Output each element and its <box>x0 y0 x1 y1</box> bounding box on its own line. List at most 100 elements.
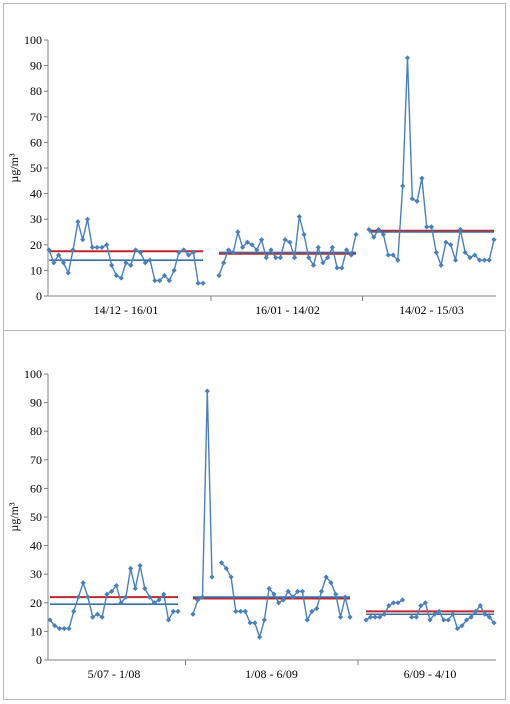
data-point <box>170 608 176 614</box>
data-point <box>142 260 148 266</box>
data-point <box>118 275 124 281</box>
data-point <box>123 594 129 600</box>
data-point <box>223 565 229 572</box>
data-point <box>99 614 105 620</box>
data-point <box>147 257 153 263</box>
data-point <box>424 224 430 230</box>
data-point <box>56 252 62 258</box>
data-point <box>75 219 81 225</box>
y-tick-label: 30 <box>30 567 42 581</box>
data-point <box>123 260 129 266</box>
data-point <box>404 55 411 61</box>
data-point <box>314 605 320 612</box>
data-point <box>315 244 321 250</box>
data-point <box>333 591 339 597</box>
data-point <box>228 574 234 580</box>
data-point <box>233 608 239 614</box>
data-point <box>257 634 263 640</box>
data-point <box>133 247 139 253</box>
data-point <box>427 617 433 623</box>
data-point <box>113 583 119 589</box>
data-point <box>104 591 110 597</box>
data-point <box>472 252 478 258</box>
data-point <box>80 580 86 586</box>
data-point <box>209 574 215 580</box>
data-point <box>428 224 435 230</box>
data-point <box>132 585 138 592</box>
y-tick-label: 100 <box>24 33 42 47</box>
y-tick-label: 50 <box>30 510 42 524</box>
data-point <box>165 617 172 623</box>
data-point <box>372 614 378 620</box>
data-point <box>89 244 95 250</box>
data-point <box>157 278 163 284</box>
data-point <box>137 249 144 256</box>
x-category-label: 14/02 - 15/03 <box>399 303 464 317</box>
series-line <box>192 391 213 615</box>
data-point <box>443 239 449 245</box>
data-point <box>299 588 306 594</box>
data-point <box>419 175 425 181</box>
x-category-label: 5/07 - 1/08 <box>88 667 141 681</box>
data-point <box>90 614 96 620</box>
data-point <box>108 262 115 268</box>
data-point <box>71 608 77 614</box>
data-point <box>366 226 372 233</box>
data-point <box>363 617 369 623</box>
data-point <box>287 239 293 245</box>
data-point <box>476 257 483 263</box>
y-tick-label: 0 <box>36 289 42 303</box>
data-point <box>80 237 86 243</box>
data-point <box>431 611 438 617</box>
data-point <box>353 231 359 238</box>
data-point <box>367 614 374 620</box>
data-point <box>323 574 329 580</box>
data-point <box>328 580 334 586</box>
y-tick-label: 30 <box>30 212 42 226</box>
data-point <box>109 588 115 594</box>
data-point <box>166 278 172 284</box>
data-point <box>399 597 406 603</box>
data-point <box>263 255 269 261</box>
data-point <box>462 249 468 256</box>
y-tick-label: 80 <box>30 424 42 438</box>
x-category-label: 1/08 - 6/09 <box>245 667 298 681</box>
data-point <box>381 611 387 617</box>
data-point <box>409 614 415 620</box>
data-point <box>448 242 454 248</box>
data-point <box>221 260 227 266</box>
data-point <box>240 244 246 250</box>
data-point <box>390 252 396 258</box>
data-point <box>441 617 447 623</box>
x-category-label: 16/01 - 14/02 <box>255 303 320 317</box>
data-point <box>347 614 353 620</box>
data-point <box>66 625 72 632</box>
y-tick-label: 90 <box>30 59 42 73</box>
data-point <box>329 244 335 250</box>
data-point <box>463 617 470 623</box>
data-point <box>491 620 497 626</box>
data-point <box>291 255 298 261</box>
data-point <box>216 272 222 279</box>
data-point <box>181 247 187 253</box>
y-tick-label: 70 <box>30 453 42 467</box>
data-point <box>151 600 157 606</box>
data-point <box>75 594 82 600</box>
data-point <box>271 591 277 597</box>
data-point <box>94 611 101 617</box>
data-point <box>142 585 148 592</box>
data-point <box>343 247 350 253</box>
data-point <box>156 597 162 603</box>
data-point <box>230 249 236 256</box>
data-point <box>268 247 274 253</box>
panel-divider <box>3 330 506 331</box>
data-point <box>204 388 210 394</box>
data-point <box>237 608 244 614</box>
data-point <box>113 272 119 279</box>
data-point <box>137 563 143 569</box>
data-point <box>395 257 401 263</box>
data-point <box>486 257 492 263</box>
data-point <box>486 614 493 620</box>
y-tick-label: 10 <box>30 624 42 638</box>
